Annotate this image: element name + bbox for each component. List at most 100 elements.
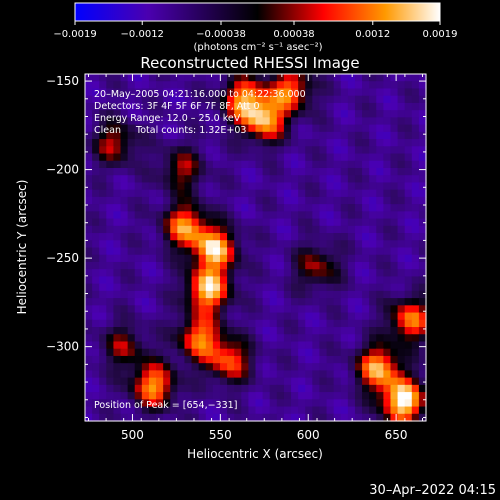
heatmap-cell	[148, 146, 157, 155]
heatmap-cell	[354, 139, 363, 147]
heatmap-cell	[369, 312, 377, 321]
heatmap-cell	[248, 88, 257, 97]
heatmap-cell	[92, 261, 100, 270]
heatmap-cell	[397, 413, 406, 422]
heatmap-cell	[291, 269, 299, 278]
heatmap-cell	[227, 261, 235, 270]
heatmap-cell	[319, 327, 328, 335]
heatmap-cell	[191, 182, 200, 191]
heatmap-cell	[418, 211, 427, 220]
heatmap-cell	[227, 298, 235, 306]
heatmap-cell	[340, 88, 349, 97]
heatmap-cell	[376, 377, 384, 386]
heatmap-cell	[283, 189, 292, 198]
heatmap-cell	[163, 290, 171, 299]
heatmap-cell	[219, 74, 228, 82]
heatmap-cell	[411, 348, 420, 357]
heatmap-cell	[92, 283, 100, 292]
heatmap-cell	[120, 283, 129, 292]
heatmap-cell	[397, 377, 406, 386]
heatmap-cell	[255, 225, 264, 234]
heatmap-image	[85, 74, 427, 422]
heatmap-cell	[191, 240, 200, 249]
heatmap-cell	[362, 384, 370, 393]
heatmap-cell	[376, 211, 384, 220]
heatmap-cell	[198, 312, 207, 321]
heatmap-cell	[397, 74, 406, 82]
heatmap-cell	[383, 254, 392, 263]
heatmap-cell	[148, 139, 157, 147]
heatmap-cell	[227, 95, 235, 104]
heatmap-cell	[198, 377, 207, 386]
heatmap-cell	[113, 261, 122, 270]
heatmap-cell	[276, 406, 285, 415]
heatmap-cell	[291, 406, 299, 415]
heatmap-cell	[212, 312, 221, 321]
heatmap-cell	[369, 81, 377, 90]
heatmap-cell	[248, 95, 257, 104]
heatmap-cell	[411, 384, 420, 393]
heatmap-cell	[397, 182, 406, 191]
heatmap-cell	[255, 355, 264, 364]
heatmap-cell	[141, 413, 150, 422]
heatmap-cell	[319, 413, 328, 422]
heatmap-cell	[99, 384, 107, 393]
heatmap-cell	[291, 81, 299, 90]
heatmap-cell	[113, 290, 122, 299]
heatmap-cell	[305, 348, 313, 357]
heatmap-cell	[369, 283, 377, 292]
heatmap-cell	[269, 153, 278, 162]
heatmap-cell	[276, 319, 285, 328]
heatmap-cell	[276, 139, 285, 147]
heatmap-cell	[397, 399, 406, 408]
heatmap-cell	[305, 204, 313, 212]
heatmap-cell	[219, 355, 228, 364]
heatmap-cell	[92, 392, 100, 400]
heatmap-cell	[134, 240, 143, 249]
heatmap-cell	[376, 269, 384, 278]
heatmap-cell	[298, 413, 306, 422]
heatmap-cell	[212, 110, 221, 118]
heatmap-cell	[205, 377, 214, 386]
heatmap-cell	[397, 312, 406, 321]
heatmap-cell	[241, 247, 249, 256]
heatmap-cell	[319, 254, 328, 263]
heatmap-cell	[148, 204, 157, 212]
heatmap-cell	[92, 348, 100, 357]
heatmap-cell	[127, 146, 136, 155]
heatmap-cell	[85, 160, 93, 169]
heatmap-cell	[269, 233, 278, 241]
heatmap-cell	[177, 355, 186, 364]
heatmap-cell	[291, 341, 299, 350]
heatmap-cell	[411, 102, 420, 111]
heatmap-cell	[354, 233, 363, 241]
colorbar-tick-label: −0.0019	[53, 29, 96, 40]
heatmap-cell	[262, 261, 271, 270]
heatmap-cell	[99, 81, 107, 90]
heatmap-cell	[170, 298, 178, 306]
heatmap-cell	[418, 298, 427, 306]
heatmap-cell	[333, 392, 342, 400]
heatmap-cell	[85, 363, 93, 371]
heatmap-cell	[113, 182, 122, 191]
heatmap-cell	[227, 348, 235, 357]
heatmap-cell	[333, 117, 342, 126]
heatmap-cell	[227, 175, 235, 184]
heatmap-cell	[255, 175, 264, 184]
heatmap-cell	[312, 218, 321, 227]
heatmap-cell	[85, 74, 93, 82]
heatmap-cell	[234, 153, 242, 162]
heatmap-cell	[127, 95, 136, 104]
heatmap-cell	[205, 233, 214, 241]
heatmap-cell	[191, 196, 200, 205]
heatmap-cell	[99, 377, 107, 386]
heatmap-cell	[170, 254, 178, 263]
heatmap-cell	[127, 124, 136, 133]
heatmap-cell	[184, 363, 193, 371]
heatmap-cell	[198, 290, 207, 299]
heatmap-cell	[369, 204, 377, 212]
heatmap-cell	[219, 283, 228, 292]
heatmap-cell	[347, 384, 356, 393]
heatmap-cell	[390, 276, 399, 285]
heatmap-cell	[276, 182, 285, 191]
